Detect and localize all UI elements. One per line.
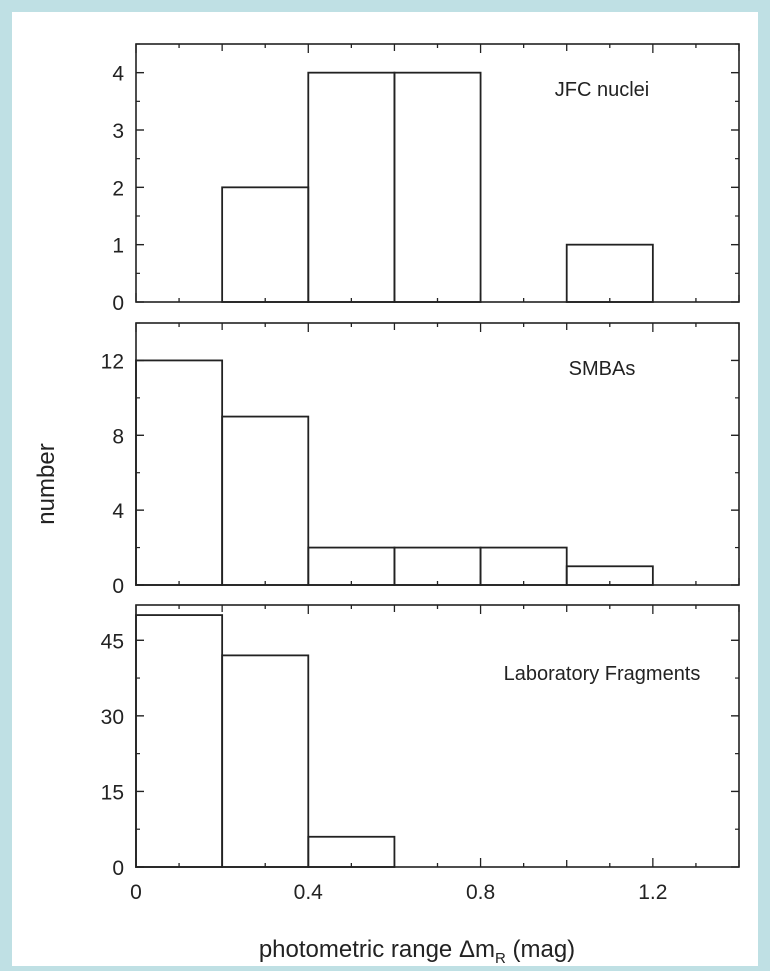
histogram-bar — [393, 546, 482, 586]
panel-frame — [135, 322, 740, 586]
panel-jfc: 0 1 2 3 4 JFC nuclei — [112, 43, 740, 315]
y-tick-label: 2 — [112, 177, 124, 200]
y-tick-label: 15 — [101, 781, 124, 804]
histogram-bar — [221, 415, 310, 586]
x-axis-label-main: photometric range Δm — [259, 936, 495, 963]
y-tick-label: 45 — [101, 630, 124, 653]
x-tick-label: 0.4 — [294, 881, 324, 904]
y-tick-label: 12 — [101, 350, 124, 373]
x-tick-label: 0 — [130, 881, 142, 904]
histogram-bar — [307, 835, 396, 868]
y-tick-label: 8 — [112, 425, 124, 448]
y-tick-label: 0 — [112, 575, 124, 598]
histogram-bar — [307, 71, 396, 303]
figure: 0 1 2 3 4 JFC nuclei 0 4 8 12 SMBAs 0 15 30 45 Laborato… — [12, 12, 758, 967]
histogram-bar — [307, 546, 396, 586]
y-tick-label: 0 — [112, 857, 124, 880]
y-tick-label: 30 — [101, 706, 124, 729]
x-axis-label-unit: (mag) — [506, 936, 575, 963]
panel-title: Laboratory Fragments — [504, 663, 701, 685]
x-tick-label: 0.8 — [466, 881, 495, 904]
y-tick-label: 4 — [112, 500, 124, 523]
y-tick-label: 3 — [112, 120, 124, 143]
histogram-bar — [221, 654, 310, 868]
histogram-bar — [393, 71, 482, 303]
panel-lab: 0 15 30 45 Laboratory Fragments 0 0.4 0.8 1.2 — [101, 604, 740, 904]
x-tick-label: 1.2 — [638, 881, 667, 904]
histogram-bar — [479, 546, 568, 586]
x-axis-label-subscript: R — [495, 950, 506, 966]
histogram-bar — [565, 243, 654, 303]
histogram-bar — [135, 614, 224, 868]
y-tick-label: 4 — [112, 63, 124, 86]
x-axis-label: photometric range ΔmR (mag) — [259, 936, 575, 966]
y-tick-label: 1 — [112, 235, 124, 258]
histogram-bar — [135, 359, 224, 586]
y-axis-label: number — [33, 443, 60, 524]
panel-title: JFC nuclei — [555, 79, 649, 101]
panel-frame — [135, 604, 740, 868]
histogram-bar — [221, 186, 310, 303]
y-tick-label: 0 — [112, 292, 124, 315]
panel-title: SMBAs — [569, 358, 636, 380]
panel-smba: 0 4 8 12 SMBAs — [101, 322, 740, 598]
